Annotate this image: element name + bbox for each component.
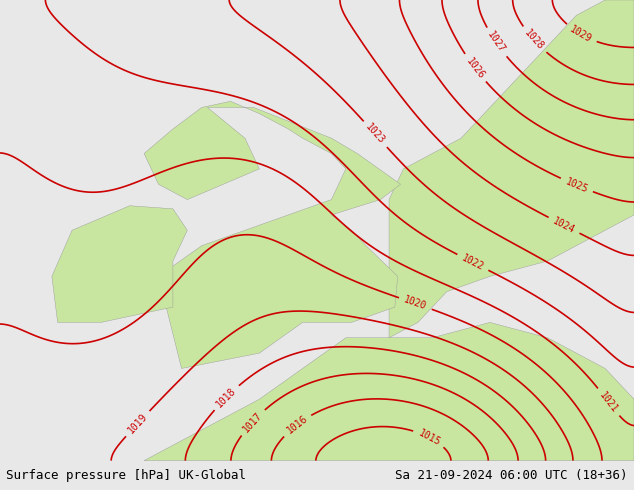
Text: 1025: 1025 xyxy=(564,176,590,195)
Text: 1017: 1017 xyxy=(241,410,264,434)
Polygon shape xyxy=(144,322,634,461)
Text: 1023: 1023 xyxy=(364,122,387,147)
Text: 1029: 1029 xyxy=(568,24,593,45)
Text: Sa 21-09-2024 06:00 UTC (18+36): Sa 21-09-2024 06:00 UTC (18+36) xyxy=(395,469,628,482)
Polygon shape xyxy=(144,101,401,368)
Polygon shape xyxy=(389,0,634,338)
Text: 1019: 1019 xyxy=(126,412,150,436)
Text: 1027: 1027 xyxy=(486,30,507,55)
Text: 1028: 1028 xyxy=(522,28,546,52)
Text: Surface pressure [hPa] UK-Global: Surface pressure [hPa] UK-Global xyxy=(6,469,247,482)
Text: 1020: 1020 xyxy=(403,295,428,312)
Text: 1021: 1021 xyxy=(597,390,619,415)
Text: 1018: 1018 xyxy=(214,386,238,409)
Polygon shape xyxy=(52,206,187,322)
Text: 1022: 1022 xyxy=(460,253,486,272)
Text: 1015: 1015 xyxy=(417,428,442,447)
Text: 1016: 1016 xyxy=(285,414,309,436)
Text: 1024: 1024 xyxy=(552,216,577,235)
Text: 1026: 1026 xyxy=(464,56,486,80)
